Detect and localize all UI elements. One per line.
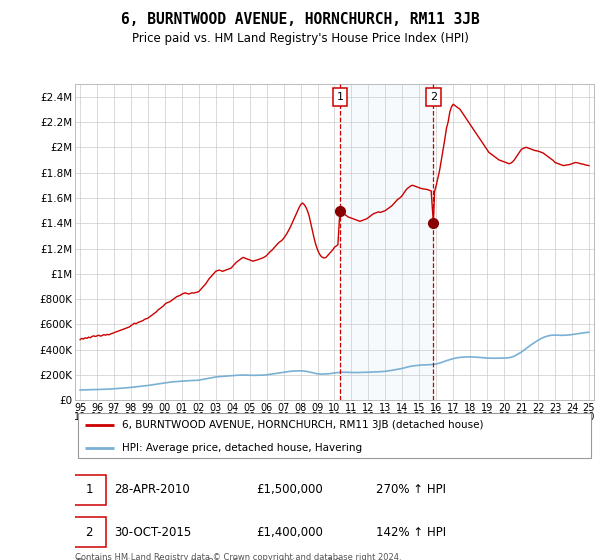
Text: HPI: Average price, detached house, Havering: HPI: Average price, detached house, Have… bbox=[122, 443, 362, 453]
Text: This data is licensed under the Open Government Licence v3.0.: This data is licensed under the Open Gov… bbox=[75, 558, 343, 560]
Text: 2: 2 bbox=[430, 92, 437, 102]
Text: Contains HM Land Registry data © Crown copyright and database right 2024.: Contains HM Land Registry data © Crown c… bbox=[75, 553, 401, 560]
Text: 142% ↑ HPI: 142% ↑ HPI bbox=[376, 526, 446, 539]
FancyBboxPatch shape bbox=[73, 475, 106, 505]
Text: 6, BURNTWOOD AVENUE, HORNCHURCH, RM11 3JB: 6, BURNTWOOD AVENUE, HORNCHURCH, RM11 3J… bbox=[121, 12, 479, 27]
Text: 28-APR-2010: 28-APR-2010 bbox=[114, 483, 190, 496]
Text: 1: 1 bbox=[86, 483, 93, 496]
Bar bbox=[340, 84, 433, 400]
FancyBboxPatch shape bbox=[73, 517, 106, 547]
FancyBboxPatch shape bbox=[77, 413, 592, 458]
Text: 270% ↑ HPI: 270% ↑ HPI bbox=[376, 483, 446, 496]
Text: Price paid vs. HM Land Registry's House Price Index (HPI): Price paid vs. HM Land Registry's House … bbox=[131, 32, 469, 45]
Text: £1,500,000: £1,500,000 bbox=[257, 483, 323, 496]
Text: 30-OCT-2015: 30-OCT-2015 bbox=[114, 526, 191, 539]
Text: 6, BURNTWOOD AVENUE, HORNCHURCH, RM11 3JB (detached house): 6, BURNTWOOD AVENUE, HORNCHURCH, RM11 3J… bbox=[122, 420, 483, 430]
Text: 1: 1 bbox=[337, 92, 343, 102]
Text: 2: 2 bbox=[86, 526, 93, 539]
Text: £1,400,000: £1,400,000 bbox=[257, 526, 323, 539]
